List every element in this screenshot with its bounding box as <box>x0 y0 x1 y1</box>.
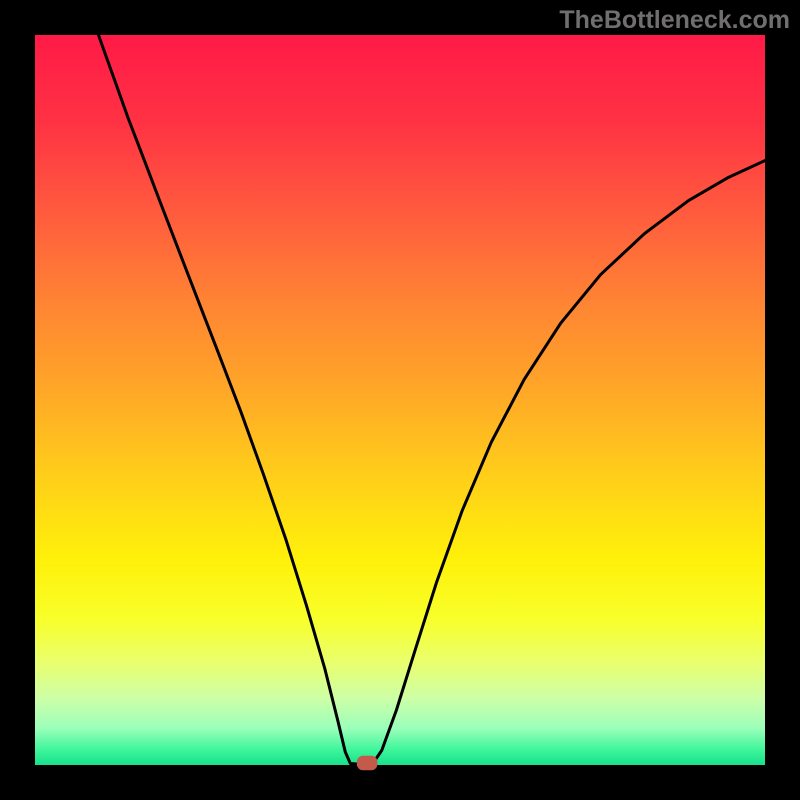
bottleneck-chart <box>0 0 800 800</box>
optimal-point-marker <box>357 756 377 771</box>
watermark-text: TheBottleneck.com <box>559 6 790 35</box>
chart-container: TheBottleneck.com <box>0 0 800 800</box>
plot-background <box>35 35 765 765</box>
